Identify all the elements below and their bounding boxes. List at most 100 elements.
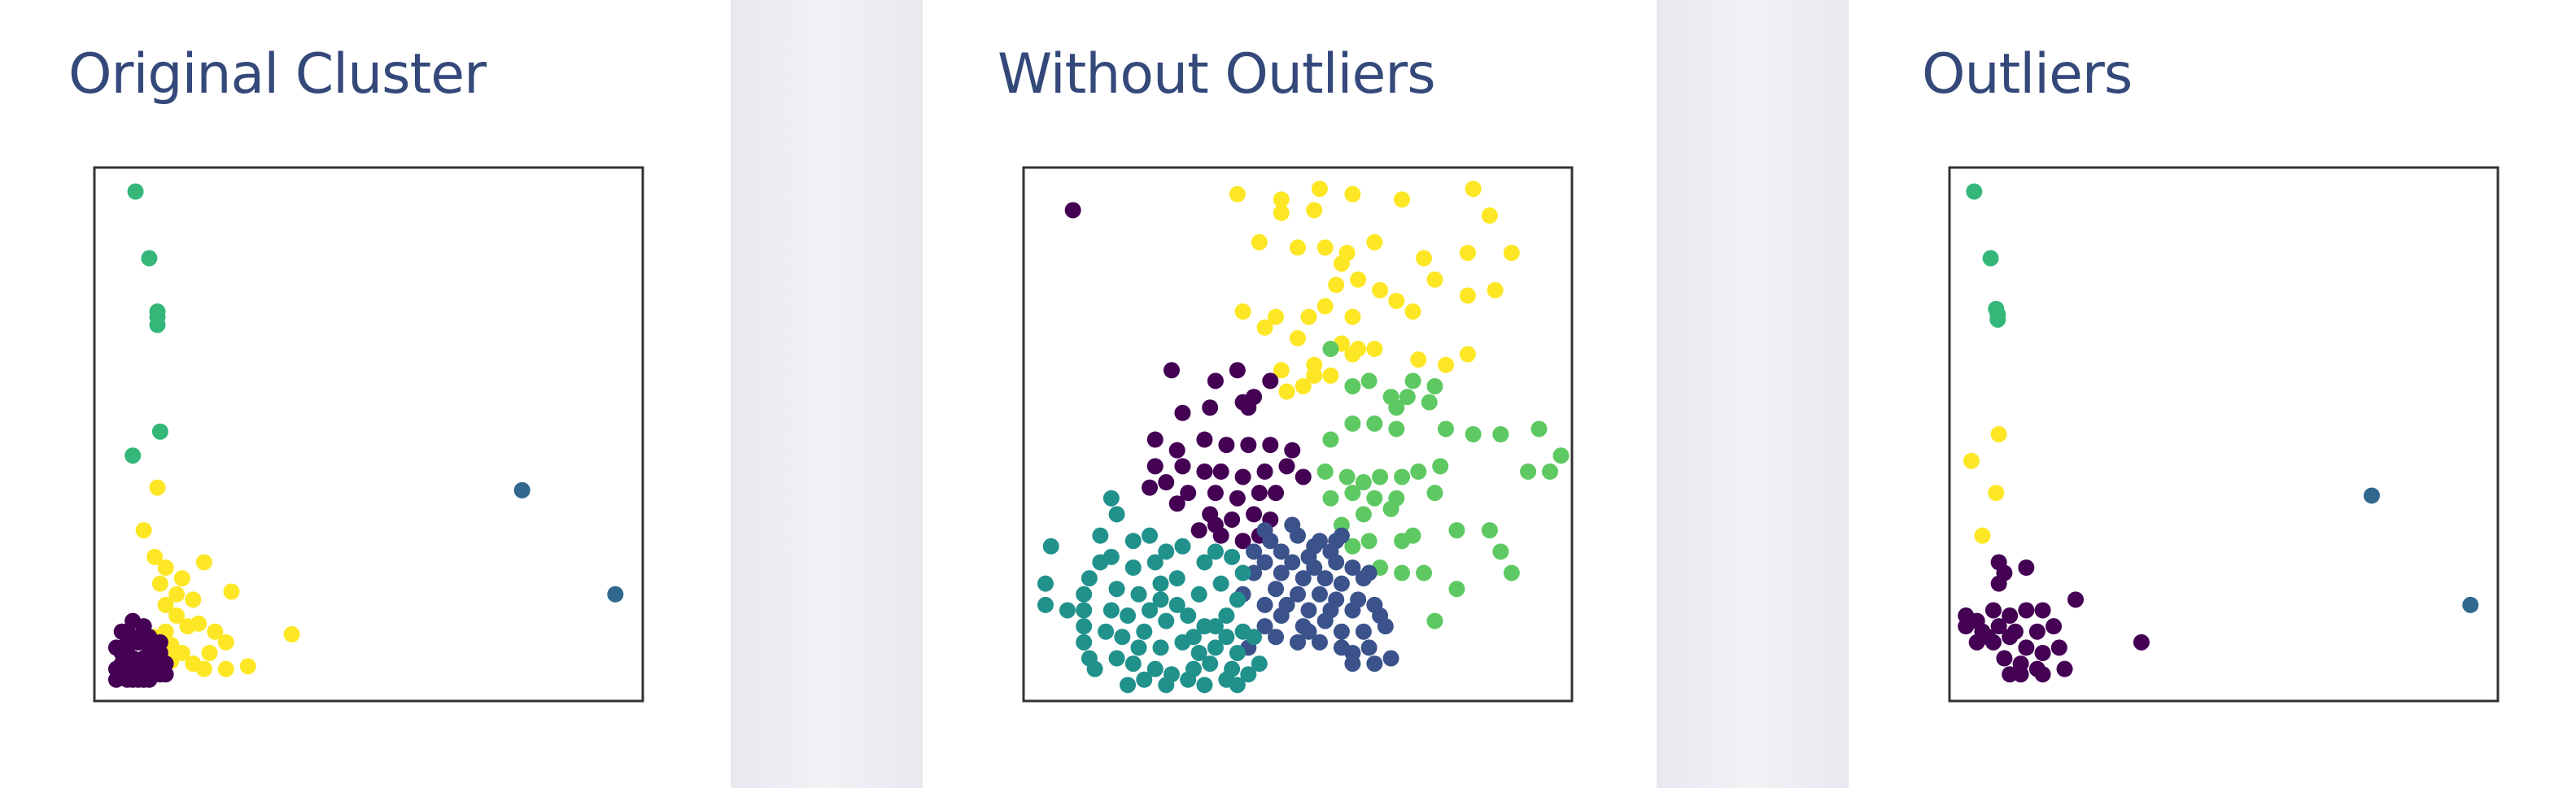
scatter-point: [1207, 639, 1224, 656]
scatter-point: [1333, 527, 1350, 544]
scatter-point: [124, 447, 142, 464]
scatter-point: [1202, 655, 1219, 673]
scatter-point: [1278, 458, 1295, 475]
scatter-point: [1246, 506, 1263, 523]
scatter-point: [1394, 191, 1411, 208]
scatter-point: [1350, 341, 1367, 358]
scatter-point: [1256, 463, 1273, 480]
panel-title: Without Outliers: [998, 42, 1436, 107]
scatter-point: [1404, 527, 1421, 544]
scatter-point: [1268, 629, 1285, 646]
scatter-point: [1142, 602, 1159, 619]
scatter-point: [1311, 181, 1328, 198]
scatter-point: [1059, 602, 1076, 619]
scatter-point: [141, 250, 158, 267]
scatter-point: [1344, 185, 1361, 202]
scatter-point: [1388, 293, 1405, 309]
scatter-point: [1114, 629, 1131, 646]
scatter-plot-original-cluster: [93, 166, 644, 703]
scatter-point: [2034, 602, 2051, 619]
scatter-point: [1284, 516, 1301, 533]
scatter-point: [1196, 463, 1213, 480]
scatter-point: [173, 570, 190, 587]
scatter-point: [1316, 239, 1334, 256]
scatter-point: [1344, 538, 1361, 555]
panel-outliers: Outliers: [1849, 0, 2576, 788]
scatter-point: [141, 655, 158, 673]
scatter-point: [1295, 468, 1312, 485]
scatter-point: [207, 623, 224, 640]
scatter-point: [1234, 468, 1251, 485]
scatter-point: [217, 660, 234, 677]
scatter-point: [1322, 341, 1339, 358]
scatter-point: [2050, 639, 2067, 656]
scatter-point: [1064, 202, 1081, 219]
scatter-point: [1168, 442, 1185, 459]
scatter-point: [1262, 437, 1279, 454]
scatter-point: [157, 596, 174, 613]
scatter-point: [201, 644, 218, 661]
scatter-point: [1416, 250, 1433, 267]
scatter-point: [1168, 596, 1185, 613]
scatter-point: [1410, 351, 1427, 368]
scatter-point: [1273, 543, 1290, 560]
scatter-point: [1158, 612, 1175, 629]
scatter-point: [1146, 431, 1164, 448]
scatter-point: [1174, 458, 1191, 475]
scatter-point: [1487, 281, 1504, 298]
scatter-point: [1136, 623, 1153, 640]
scatter-point: [1988, 485, 2005, 502]
scatter-point: [1300, 623, 1317, 640]
scatter-point: [1448, 522, 1465, 539]
panel-divider: [1657, 0, 1849, 788]
scatter-point: [1355, 474, 1372, 491]
scatter-point: [1224, 511, 1241, 528]
scatter-point: [149, 316, 166, 333]
scatter-point: [1102, 602, 1120, 619]
scatter-point: [168, 607, 186, 625]
scatter-point: [1108, 506, 1125, 523]
scatter-point: [1350, 271, 1367, 288]
scatter-point: [1290, 586, 1306, 603]
scatter-point: [1290, 239, 1306, 256]
scatter-point: [1229, 644, 1246, 661]
scatter-point: [1240, 666, 1257, 683]
scatter-point: [1333, 255, 1350, 272]
scatter-point: [1207, 516, 1224, 533]
scatter-point: [1344, 602, 1361, 619]
scatter-point: [1229, 490, 1246, 507]
scatter-point: [1300, 308, 1317, 325]
scatter-point: [1278, 383, 1295, 400]
scatter-point: [1459, 346, 1476, 363]
scatter-point: [1234, 303, 1251, 320]
scatter-point: [1152, 639, 1169, 656]
scatter-point: [1966, 183, 1983, 200]
scatter-point: [2018, 559, 2035, 576]
scatter-point: [217, 633, 234, 651]
scatter-point: [149, 479, 166, 496]
scatter-point: [1273, 191, 1290, 208]
scatter-point: [1360, 372, 1378, 390]
scatter-point: [1459, 244, 1476, 261]
scatter-point: [1251, 485, 1268, 502]
scatter-point: [168, 586, 186, 603]
scatter-point: [1158, 677, 1175, 694]
scatter-point: [1366, 341, 1383, 358]
scatter-point: [185, 591, 202, 608]
scatter-point: [1372, 607, 1389, 625]
scatter-point: [1136, 671, 1153, 688]
scatter-point: [1229, 185, 1246, 202]
scatter-point: [151, 423, 168, 440]
scatter-plot-outliers: [1948, 166, 2500, 703]
scatter-point: [1092, 527, 1109, 544]
scatter-point: [1190, 586, 1207, 603]
scatter-point: [1273, 362, 1290, 379]
scatter-point: [1503, 244, 1520, 261]
scatter-point: [1076, 586, 1093, 603]
scatter-point: [2002, 607, 2019, 625]
scatter-point: [1168, 495, 1185, 512]
scatter-point: [1437, 356, 1454, 373]
scatter-point: [1355, 506, 1372, 523]
scatter-point: [1306, 559, 1323, 576]
scatter-point: [1982, 250, 1999, 267]
